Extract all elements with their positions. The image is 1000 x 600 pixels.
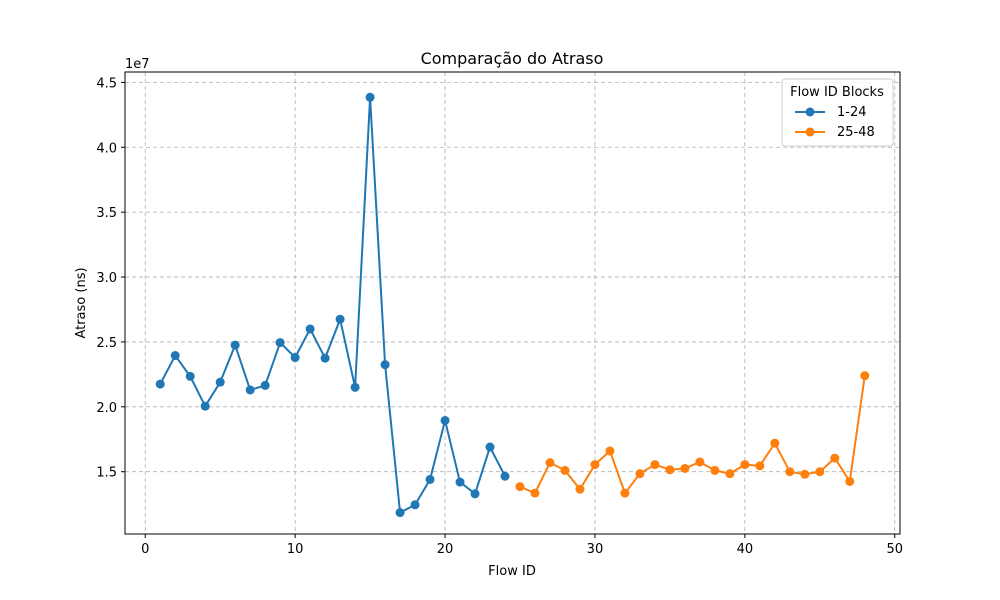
data-point-series-2 (620, 488, 630, 498)
data-point-series-2 (635, 469, 645, 479)
legend-marker-series-2 (805, 127, 815, 137)
data-point-series-2 (545, 458, 555, 468)
data-point-series-1 (335, 314, 345, 324)
data-point-series-2 (740, 460, 750, 470)
plot-area-frame (124, 71, 901, 535)
data-point-series-2 (830, 453, 840, 463)
data-point-series-2 (680, 463, 690, 473)
legend-entry-series-2: 25-48 (795, 125, 875, 140)
x-tick-label: 30 (587, 542, 604, 557)
x-tick-label: 40 (737, 542, 754, 557)
data-point-series-2 (755, 461, 765, 471)
data-point-series-1 (260, 380, 270, 390)
data-point-series-1 (410, 500, 420, 510)
y-tick-label: 3.5 (96, 206, 117, 221)
data-point-series-2 (710, 465, 720, 475)
data-point-series-1 (245, 385, 255, 395)
data-point-series-2 (845, 476, 855, 486)
data-point-series-1 (170, 351, 180, 361)
grid-lines (125, 72, 900, 534)
chart-title: Comparação do Atraso (421, 49, 604, 68)
data-point-series-2 (575, 484, 585, 494)
y-tick-label: 2.5 (96, 336, 117, 351)
data-point-series-2 (530, 488, 540, 498)
y-tick-label: 3.0 (96, 271, 117, 286)
data-point-series-2 (605, 446, 615, 456)
data-point-series-1 (230, 340, 240, 350)
data-point-series-1 (185, 371, 195, 381)
data-point-series-1 (470, 489, 480, 499)
y-axis-title: Atraso (ns) (74, 267, 89, 338)
data-point-series-1 (155, 379, 165, 389)
data-point-series-1 (320, 353, 330, 363)
data-point-series-1 (290, 353, 300, 363)
data-point-series-2 (770, 438, 780, 448)
data-point-series-2 (650, 460, 660, 470)
data-point-series-1 (275, 338, 285, 348)
legend-marker-series-1 (805, 107, 815, 117)
y-tick-label: 4.0 (96, 141, 117, 156)
data-point-series-2 (695, 457, 705, 467)
series-line-1 (159, 96, 506, 514)
data-point-series-2 (860, 371, 870, 381)
legend: Flow ID Blocks 1-24 25-48 (781, 78, 894, 147)
data-point-series-2 (515, 482, 525, 492)
axis-ticks: 0 10 20 30 40 50 1.5 2.0 2.5 3.0 3.5 4.0 4.5 (96, 76, 903, 557)
x-tick-label: 20 (437, 542, 454, 557)
legend-entry-series-1: 1-24 (795, 105, 867, 120)
data-point-series-2 (785, 467, 795, 477)
data-point-series-2 (725, 469, 735, 479)
data-point-series-1 (455, 477, 465, 487)
data-point-series-2 (815, 467, 825, 477)
data-point-series-2 (800, 469, 810, 479)
y-axis-offset-label: 1e7 (125, 57, 150, 72)
data-point-series-2 (665, 465, 675, 475)
data-point-series-1 (500, 471, 510, 481)
data-point-series-1 (365, 92, 375, 102)
x-tick-label: 0 (141, 542, 149, 557)
data-point-series-2 (560, 465, 570, 475)
y-tick-label: 2.0 (96, 401, 117, 416)
legend-label-series-2: 25-48 (837, 125, 875, 140)
data-point-series-1 (440, 415, 450, 425)
data-point-series-1 (380, 360, 390, 370)
data-point-series-1 (350, 382, 360, 392)
data-point-series-1 (395, 508, 405, 518)
x-tick-label: 10 (287, 542, 304, 557)
y-tick-label: 4.5 (96, 76, 117, 91)
x-tick-label: 50 (886, 542, 903, 557)
data-point-series-1 (485, 442, 495, 452)
data-point-series-1 (425, 474, 435, 484)
data-point-series-1 (200, 401, 210, 411)
series-layer (155, 92, 870, 518)
legend-label-series-1: 1-24 (837, 105, 867, 120)
legend-title: Flow ID Blocks (790, 85, 884, 100)
y-tick-label: 1.5 (96, 466, 117, 481)
data-point-series-1 (305, 324, 315, 334)
data-point-series-2 (590, 460, 600, 470)
data-point-series-1 (215, 377, 225, 387)
x-axis-title: Flow ID (488, 564, 536, 579)
